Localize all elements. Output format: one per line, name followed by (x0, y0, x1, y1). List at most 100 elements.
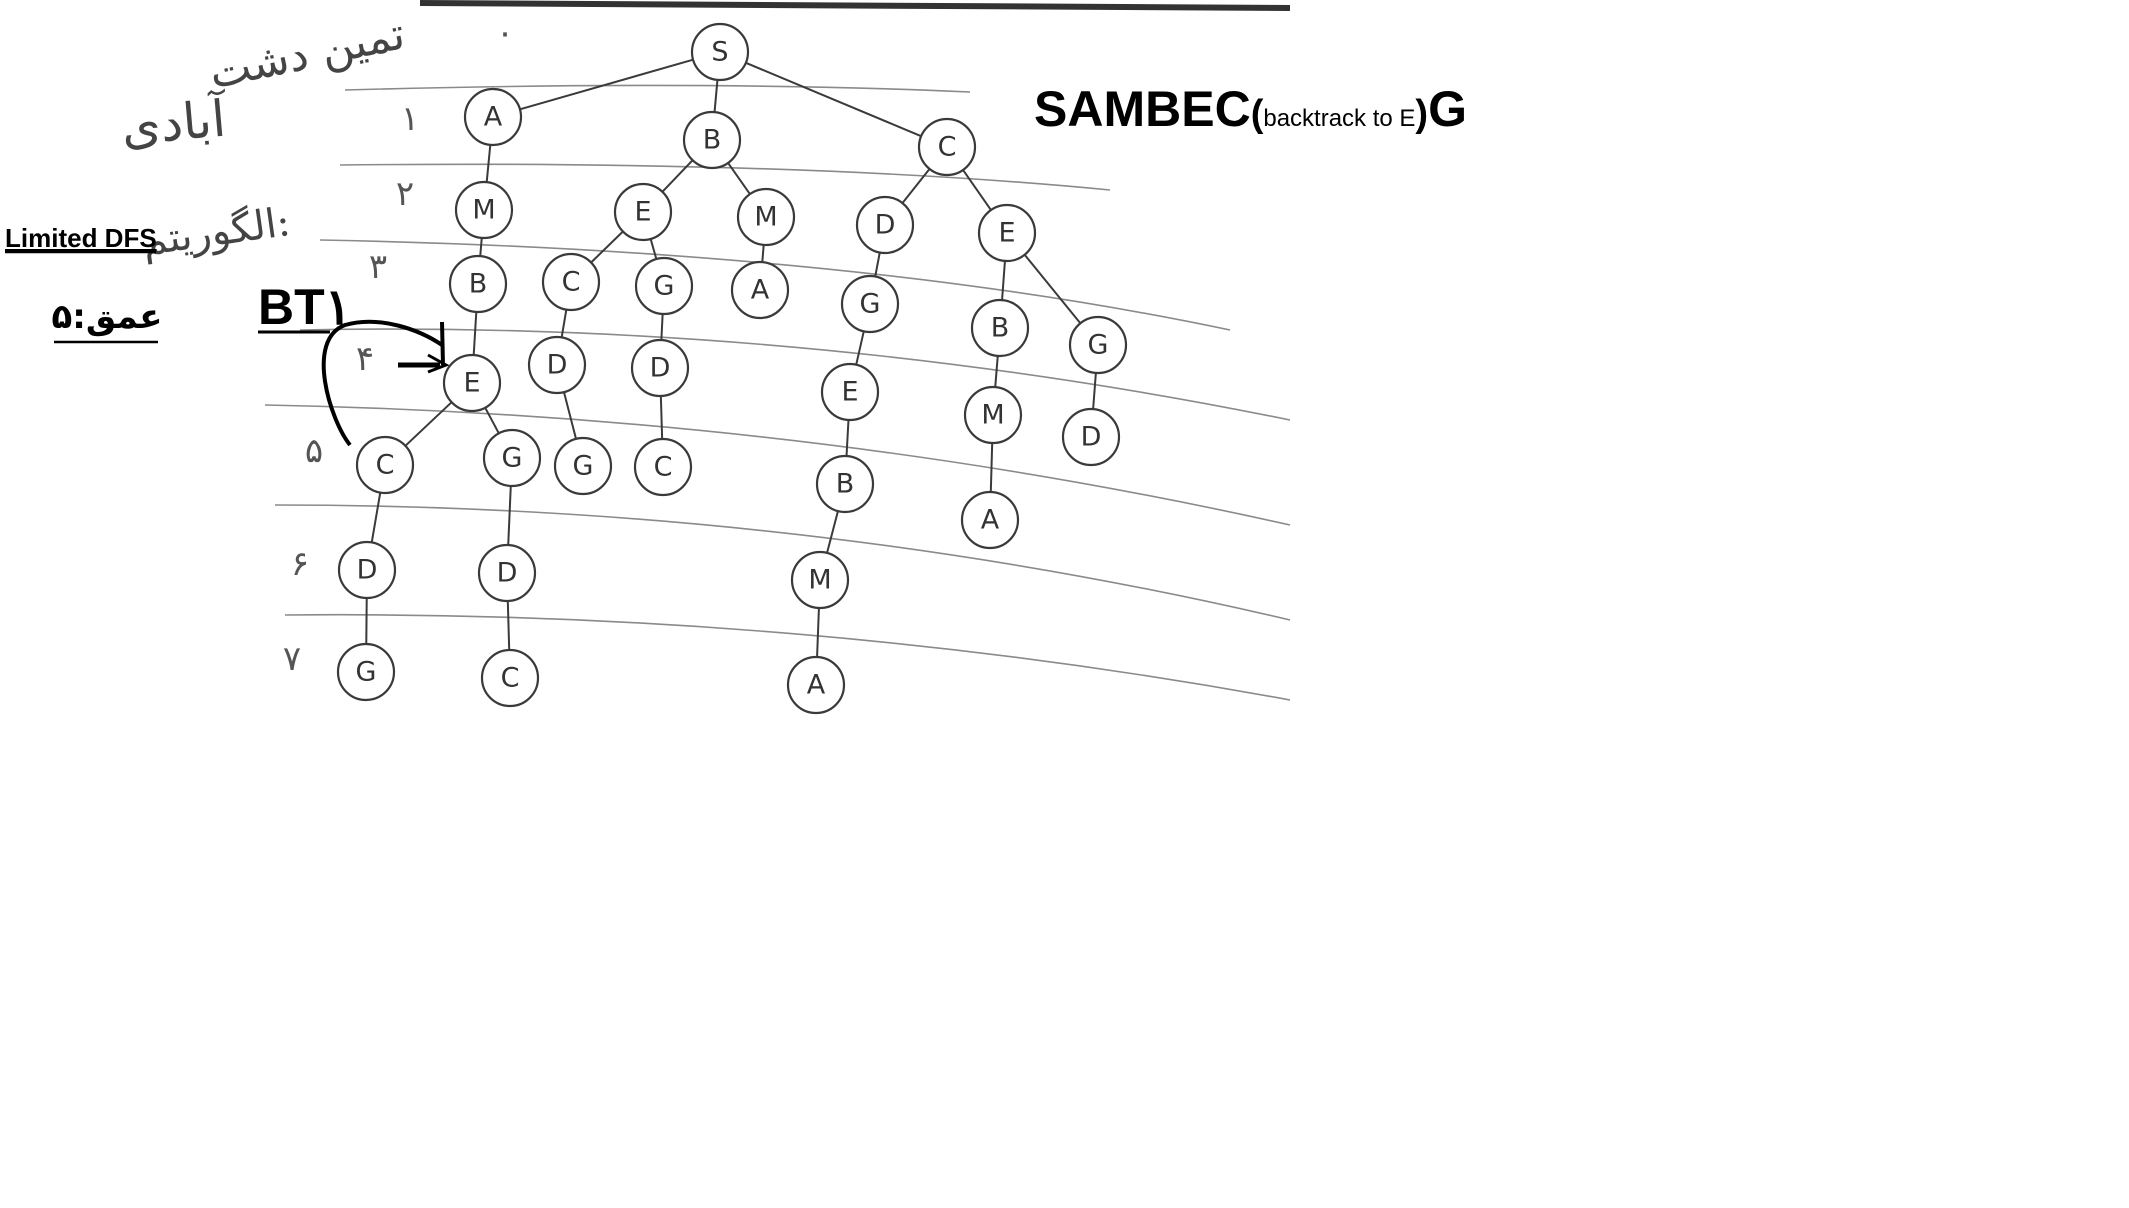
tree-node-label: C (562, 267, 581, 298)
tree-node-label: G (573, 451, 594, 482)
tree-node-label: D (650, 353, 671, 384)
level-1: ۱ (401, 99, 419, 139)
tree-node-m3: M (963, 385, 1023, 445)
tree-node-a3: A (960, 490, 1020, 550)
tree-edge-e2-g3 (1023, 254, 1082, 324)
tree-node-circle (442, 353, 502, 413)
tree-edge-b4-m4 (826, 510, 839, 554)
tree-edge-c2-d2 (560, 309, 568, 338)
algorithm-name: Limited DFS (5, 223, 157, 253)
tree-node-label: C (654, 452, 673, 483)
tree-node-label: A (484, 102, 503, 133)
tree-edge-g1-d3 (660, 313, 664, 341)
tree-node-b3: B (970, 298, 1030, 358)
tree-node-b1: B (682, 110, 742, 170)
tree-node-label: B (991, 313, 1010, 344)
tree-node-label: G (356, 657, 377, 688)
tree-node-circle (336, 642, 396, 702)
tree-node-c4: C (633, 437, 693, 497)
backtrack-label: BT۱ (258, 279, 352, 335)
tree-node-m4: M (790, 550, 850, 610)
tree-edge-b1-m2 (727, 162, 751, 195)
tree-node-g4: G (482, 428, 542, 488)
tree-node-label: M (472, 195, 495, 226)
tree-node-label: S (711, 37, 728, 68)
tree-edges (365, 58, 1097, 658)
tree-node-label: M (754, 202, 777, 233)
tree-node-e2: E (977, 203, 1037, 263)
tree-node-e4: E (442, 353, 502, 413)
tree-edge-e1-c2 (590, 230, 624, 264)
tree-node-circle (337, 540, 397, 600)
tree-node-circle (820, 362, 880, 422)
tree-edge-g3-d4 (1092, 372, 1097, 410)
tree-node-circle (977, 203, 1037, 263)
tree-node-label: G (860, 289, 881, 320)
result-paren-open: ( (1251, 93, 1264, 135)
tree-edge-s-b1 (713, 79, 719, 113)
tree-node-circle (553, 436, 613, 496)
tree-node-label: M (808, 565, 831, 596)
result-paren-close: ) (1415, 93, 1428, 135)
tree-nodes: S A B C M E M D E B C G A G B G E D D E M D C G G C B A D D M G C A (336, 22, 1128, 715)
tree-node-label: G (502, 443, 523, 474)
tree-node-c5: C (480, 648, 540, 708)
author-name-line2: آبادی (119, 88, 230, 156)
tree-node-m2: M (736, 187, 796, 247)
tree-node-circle (970, 298, 1030, 358)
tree-node-label: M (981, 400, 1004, 431)
tree-edge-c1-d1 (901, 168, 931, 204)
tree-node-g6: G (336, 642, 396, 702)
tree-edge-g2-e3 (855, 331, 865, 365)
tree-node-label: E (634, 197, 651, 228)
level-numbers: ۰ ۱ ۲ ۳ ۴ ۵ ۶ ۷ (283, 13, 514, 679)
tree-node-label: G (654, 271, 675, 302)
tree-edge-m2-a2 (761, 244, 765, 263)
tree-node-circle (527, 335, 587, 395)
tree-edge-b3-m3 (994, 355, 999, 388)
level-4: ۴ (356, 339, 374, 379)
backtrack-arrow (321, 319, 450, 447)
tree-node-circle (736, 187, 796, 247)
result-path-main: SAMBEC (1034, 81, 1251, 137)
result-goal: G (1428, 81, 1467, 137)
tree-node-label: E (841, 377, 858, 408)
tree-node-circle (917, 117, 977, 177)
tree-node-circle (790, 550, 850, 610)
tree-node-g1: G (634, 256, 694, 316)
tree-node-a1: A (463, 87, 523, 147)
result-path: SAMBEC(backtrack to E)G (1034, 81, 1467, 137)
tree-node-g5: G (553, 436, 613, 496)
tree-node-circle (613, 182, 673, 242)
tree-node-circle (855, 195, 915, 255)
tree-node-label: B (836, 469, 855, 500)
tree-node-label: D (497, 558, 518, 589)
tree-edge-e2-b3 (1001, 260, 1006, 301)
tree-node-circle (815, 454, 875, 514)
tree-node-circle (634, 256, 694, 316)
tree-node-label: D (357, 555, 378, 586)
tree-node-circle (690, 22, 750, 82)
tree-node-c1: C (917, 117, 977, 177)
tree-node-d6: D (477, 543, 537, 603)
tree-node-a4: A (786, 655, 846, 715)
tree-node-label: C (938, 132, 957, 163)
tree-edge-d2-g5 (563, 391, 577, 440)
tree-edge-m3-a3 (989, 442, 994, 493)
tree-node-b2: B (448, 254, 508, 314)
tree-node-d2: D (527, 335, 587, 395)
tree-node-g3: G (1068, 315, 1128, 375)
tree-edge-g4-d6 (507, 485, 512, 546)
tree-node-label: B (703, 125, 722, 156)
level-3: ۳ (369, 247, 387, 287)
depth-limit-label: عمق:۵ (51, 297, 162, 337)
tree-node-circle (463, 87, 523, 147)
tree-node-m1: M (454, 180, 514, 240)
tree-node-e1: E (613, 182, 673, 242)
tree-edge-e1-g1 (649, 238, 658, 260)
tree-node-label: G (1088, 330, 1109, 361)
tree-node-c3: C (355, 435, 415, 495)
tree-edge-c3-d5 (370, 492, 382, 543)
result-note: backtrack to E (1263, 105, 1415, 132)
